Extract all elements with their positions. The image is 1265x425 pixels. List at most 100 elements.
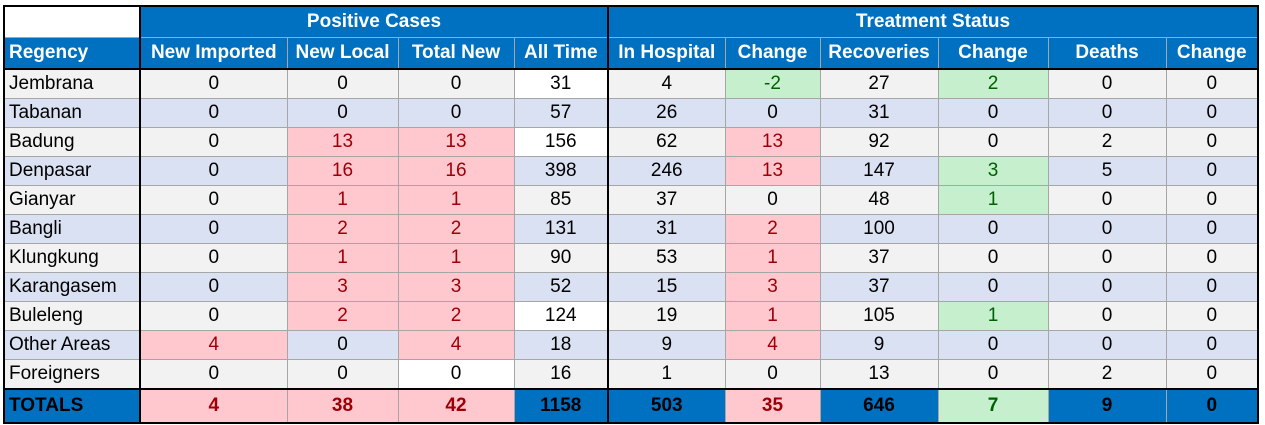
hospital-change-cell: 0 [724, 359, 821, 390]
column-header-all-time: All Time [513, 37, 609, 70]
table-row: Foreigners 0 0 0 16 1 0 13 0 2 0 [3, 359, 1259, 390]
total-new-cell: 3 [397, 272, 515, 302]
table-row: Other Areas 4 0 4 18 9 4 9 0 0 0 [3, 330, 1259, 360]
recoveries-change-cell: 0 [937, 359, 1049, 390]
total-new-local: 38 [286, 388, 399, 424]
total-new-cell: 2 [397, 301, 515, 331]
new-local-cell: 0 [286, 330, 399, 360]
new-local-cell: 16 [286, 156, 399, 186]
column-header-recoveries-change: Change [937, 37, 1049, 70]
hospital-change-cell: 2 [724, 214, 821, 244]
table-row: Karangasem 0 3 3 52 15 3 37 0 0 0 [3, 272, 1259, 302]
recoveries-cell: 92 [819, 127, 939, 157]
new-imported-cell: 0 [139, 243, 288, 273]
recoveries-change-cell: 2 [937, 68, 1049, 99]
all-time-cell: 52 [513, 272, 609, 302]
regency-name-cell: Denpasar [3, 156, 141, 186]
deaths-cell: 5 [1047, 156, 1167, 186]
positive-cases-header: Positive Cases [139, 5, 609, 38]
recoveries-cell: 13 [819, 359, 939, 390]
in-hospital-cell: 37 [607, 185, 726, 215]
total-new-cell: 4 [397, 330, 515, 360]
total-deaths: 9 [1047, 388, 1167, 424]
all-time-cell: 31 [513, 68, 609, 99]
recoveries-cell: 37 [819, 243, 939, 273]
total-all-time: 1158 [513, 388, 609, 424]
deaths-cell: 0 [1047, 98, 1167, 128]
all-time-cell: 124 [513, 301, 609, 331]
recoveries-change-cell: 3 [937, 156, 1049, 186]
new-local-cell: 0 [286, 68, 399, 99]
column-header-row: Regency New Imported New Local Total New All… [3, 37, 1259, 70]
hospital-change-cell: -2 [724, 68, 821, 99]
column-header-deaths: Deaths [1047, 37, 1167, 70]
covid-bali-table: Positive Cases Treatment Status Regency N… [3, 5, 1259, 424]
total-new-cell: 1 [397, 243, 515, 273]
table-row: Bangli 0 2 2 131 31 2 100 0 0 0 [3, 214, 1259, 244]
column-header-hospital-change: Change [724, 37, 821, 70]
table-row: Tabanan 0 0 0 57 26 0 31 0 0 0 [3, 98, 1259, 128]
in-hospital-cell: 15 [607, 272, 726, 302]
new-imported-cell: 4 [139, 330, 288, 360]
new-local-cell: 3 [286, 272, 399, 302]
regency-name-cell: Badung [3, 127, 141, 157]
new-local-cell: 1 [286, 243, 399, 273]
all-time-cell: 85 [513, 185, 609, 215]
deaths-change-cell: 0 [1165, 156, 1259, 186]
recoveries-cell: 105 [819, 301, 939, 331]
deaths-change-cell: 0 [1165, 330, 1259, 360]
treatment-status-header: Treatment Status [607, 5, 1259, 38]
regency-name-cell: Bangli [3, 214, 141, 244]
deaths-cell: 0 [1047, 272, 1167, 302]
column-header-new-local: New Local [286, 37, 399, 70]
deaths-change-cell: 0 [1165, 243, 1259, 273]
new-imported-cell: 0 [139, 68, 288, 99]
new-local-cell: 2 [286, 301, 399, 331]
total-hospital-change: 35 [724, 388, 821, 424]
regency-name-cell: Jembrana [3, 68, 141, 99]
in-hospital-cell: 62 [607, 127, 726, 157]
total-new-cell: 13 [397, 127, 515, 157]
new-imported-cell: 0 [139, 301, 288, 331]
column-header-deaths-change: Change [1165, 37, 1259, 70]
recoveries-cell: 100 [819, 214, 939, 244]
in-hospital-cell: 53 [607, 243, 726, 273]
total-new-cell: 1 [397, 185, 515, 215]
total-recoveries-change: 7 [937, 388, 1049, 424]
total-new-cell: 0 [397, 98, 515, 128]
total-in-hospital: 503 [607, 388, 726, 424]
deaths-cell: 0 [1047, 214, 1167, 244]
total-recoveries: 646 [819, 388, 939, 424]
new-local-cell: 2 [286, 214, 399, 244]
recoveries-change-cell: 0 [937, 127, 1049, 157]
blank-corner-cell [3, 5, 140, 38]
totals-label: TOTALS [3, 388, 141, 424]
recoveries-cell: 31 [819, 98, 939, 128]
recoveries-change-cell: 1 [937, 185, 1049, 215]
new-imported-cell: 0 [139, 98, 288, 128]
column-header-regency: Regency [3, 37, 141, 70]
new-local-cell: 0 [286, 98, 399, 128]
deaths-change-cell: 0 [1165, 272, 1259, 302]
regency-name-cell: Foreigners [3, 359, 141, 390]
hospital-change-cell: 0 [724, 98, 821, 128]
deaths-cell: 0 [1047, 330, 1167, 360]
recoveries-cell: 37 [819, 272, 939, 302]
total-new-imported: 4 [139, 388, 288, 424]
total-new-cell: 2 [397, 214, 515, 244]
recoveries-cell: 27 [819, 68, 939, 99]
regency-name-cell: Klungkung [3, 243, 141, 273]
in-hospital-cell: 19 [607, 301, 726, 331]
all-time-cell: 156 [513, 127, 609, 157]
total-deaths-change: 0 [1165, 388, 1259, 424]
all-time-cell: 16 [513, 359, 609, 390]
new-local-cell: 13 [286, 127, 399, 157]
deaths-cell: 0 [1047, 185, 1167, 215]
hospital-change-cell: 0 [724, 185, 821, 215]
recoveries-cell: 147 [819, 156, 939, 186]
new-imported-cell: 0 [139, 214, 288, 244]
group-header-row: Positive Cases Treatment Status [3, 5, 1259, 38]
new-imported-cell: 0 [139, 127, 288, 157]
hospital-change-cell: 4 [724, 330, 821, 360]
all-time-cell: 131 [513, 214, 609, 244]
